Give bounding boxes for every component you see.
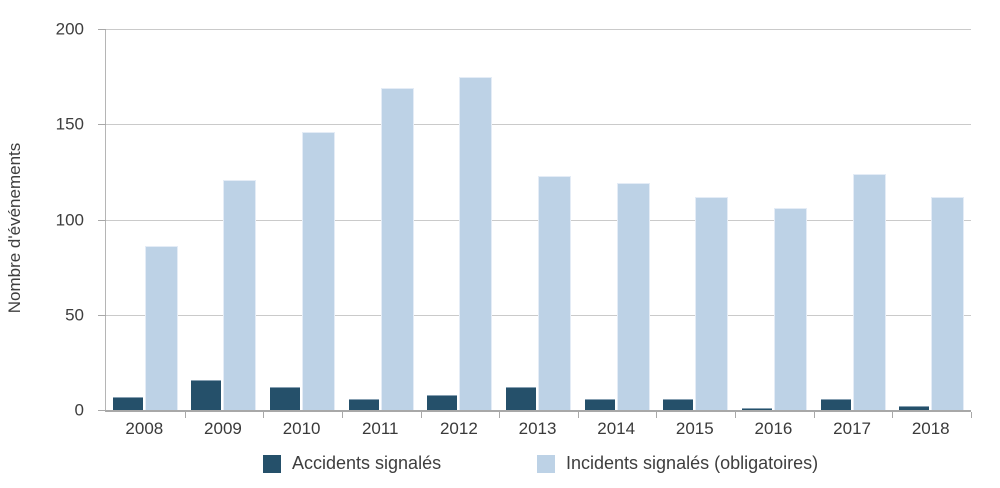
bar-accidents-2018 — [899, 406, 930, 410]
legend-item-accidents: Accidents signalés — [263, 453, 441, 474]
bar-accidents-2013 — [506, 387, 537, 410]
bar-group-2017 — [814, 29, 893, 410]
x-tick-label-2014: 2014 — [597, 419, 636, 438]
x-tick-mark — [813, 412, 815, 418]
x-tick-mark — [263, 412, 265, 418]
bar-incidents-2014 — [616, 183, 650, 410]
gridline-150 — [106, 124, 971, 126]
bar-group-2015 — [656, 29, 735, 410]
gridline-200 — [106, 29, 971, 30]
x-tick-mark — [577, 412, 579, 418]
bar-accidents-2009 — [191, 379, 222, 410]
y-tick-label-50: 50 — [65, 305, 84, 325]
bar-group-2009 — [185, 29, 264, 410]
x-tick-label-2008: 2008 — [125, 419, 164, 438]
x-tick-label-2018: 2018 — [911, 419, 950, 438]
bars-layer — [106, 29, 971, 410]
plot-area — [98, 29, 972, 418]
legend-item-incidents: Incidents signalés (obligatoires) — [537, 453, 818, 474]
bar-incidents-2010 — [302, 131, 336, 410]
bar-incidents-2017 — [852, 173, 886, 410]
bar-accidents-2014 — [584, 398, 615, 410]
bar-group-2013 — [499, 29, 578, 410]
x-tick-mark — [184, 412, 186, 418]
legend-swatch-accidents — [263, 454, 281, 473]
y-tick-mark — [98, 29, 106, 30]
legend-label-incidents: Incidents signalés (obligatoires) — [566, 453, 819, 473]
y-tick-label-200: 200 — [55, 19, 84, 39]
bar-incidents-2008 — [144, 246, 178, 410]
x-tick-mark — [341, 412, 343, 418]
bar-group-2008 — [106, 29, 185, 410]
x-tick-mark — [420, 412, 422, 418]
legend-label-accidents: Accidents signalés — [292, 453, 442, 473]
bar-group-2010 — [263, 29, 342, 410]
legend: Accidents signalés Incidents signalés (o… — [0, 453, 1000, 479]
bar-accidents-2017 — [820, 398, 851, 410]
x-tick-labels: 2008 2009 2010 2011 2012 2013 2014 2015 2016 2017… — [105, 419, 970, 439]
bar-incidents-2011 — [380, 88, 414, 410]
bar-accidents-2012 — [427, 394, 458, 410]
bar-accidents-2011 — [348, 398, 379, 410]
bar-incidents-2013 — [538, 175, 572, 410]
y-tick-label-150: 150 — [55, 114, 84, 134]
bar-group-2011 — [342, 29, 421, 410]
bar-accidents-2010 — [270, 387, 301, 410]
bar-incidents-2009 — [223, 179, 257, 410]
x-tick-label-2013: 2013 — [518, 419, 557, 438]
bar-incidents-2012 — [459, 76, 493, 410]
x-tick-label-2012: 2012 — [439, 419, 478, 438]
x-tick-label-2009: 2009 — [204, 419, 242, 438]
bar-incidents-2016 — [773, 208, 807, 410]
bar-group-2014 — [578, 29, 657, 410]
x-tick-label-2010: 2010 — [282, 419, 321, 438]
y-tick-labels: 0 50 100 150 200 — [0, 21, 97, 419]
y-tick-label-0: 0 — [74, 400, 84, 420]
y-tick-mark — [98, 124, 106, 126]
legend-swatch-incidents — [537, 454, 555, 473]
bar-group-2016 — [735, 29, 814, 410]
bar-accidents-2008 — [112, 396, 143, 410]
bar-incidents-2015 — [695, 196, 729, 410]
x-tick-mark — [499, 412, 501, 418]
x-tick-label-2015: 2015 — [675, 419, 714, 438]
y-tick-mark — [98, 314, 106, 316]
bar-group-2012 — [421, 29, 500, 410]
bar-group-2018 — [892, 29, 971, 410]
x-tick-label-2011: 2011 — [361, 419, 399, 438]
x-tick-mark — [735, 412, 737, 418]
bar-accidents-2015 — [663, 398, 694, 410]
bar-incidents-2018 — [931, 196, 965, 410]
y-tick-mark — [98, 219, 106, 221]
x-tick-mark — [656, 412, 658, 418]
x-tick-mark — [971, 412, 972, 418]
x-tick-mark — [892, 412, 894, 418]
bar-accidents-2016 — [741, 408, 772, 410]
y-tick-label-100: 100 — [55, 210, 84, 229]
x-tick-label-2016: 2016 — [754, 419, 793, 438]
x-tick-label-2017: 2017 — [833, 419, 871, 438]
y-tick-mark — [98, 410, 106, 411]
